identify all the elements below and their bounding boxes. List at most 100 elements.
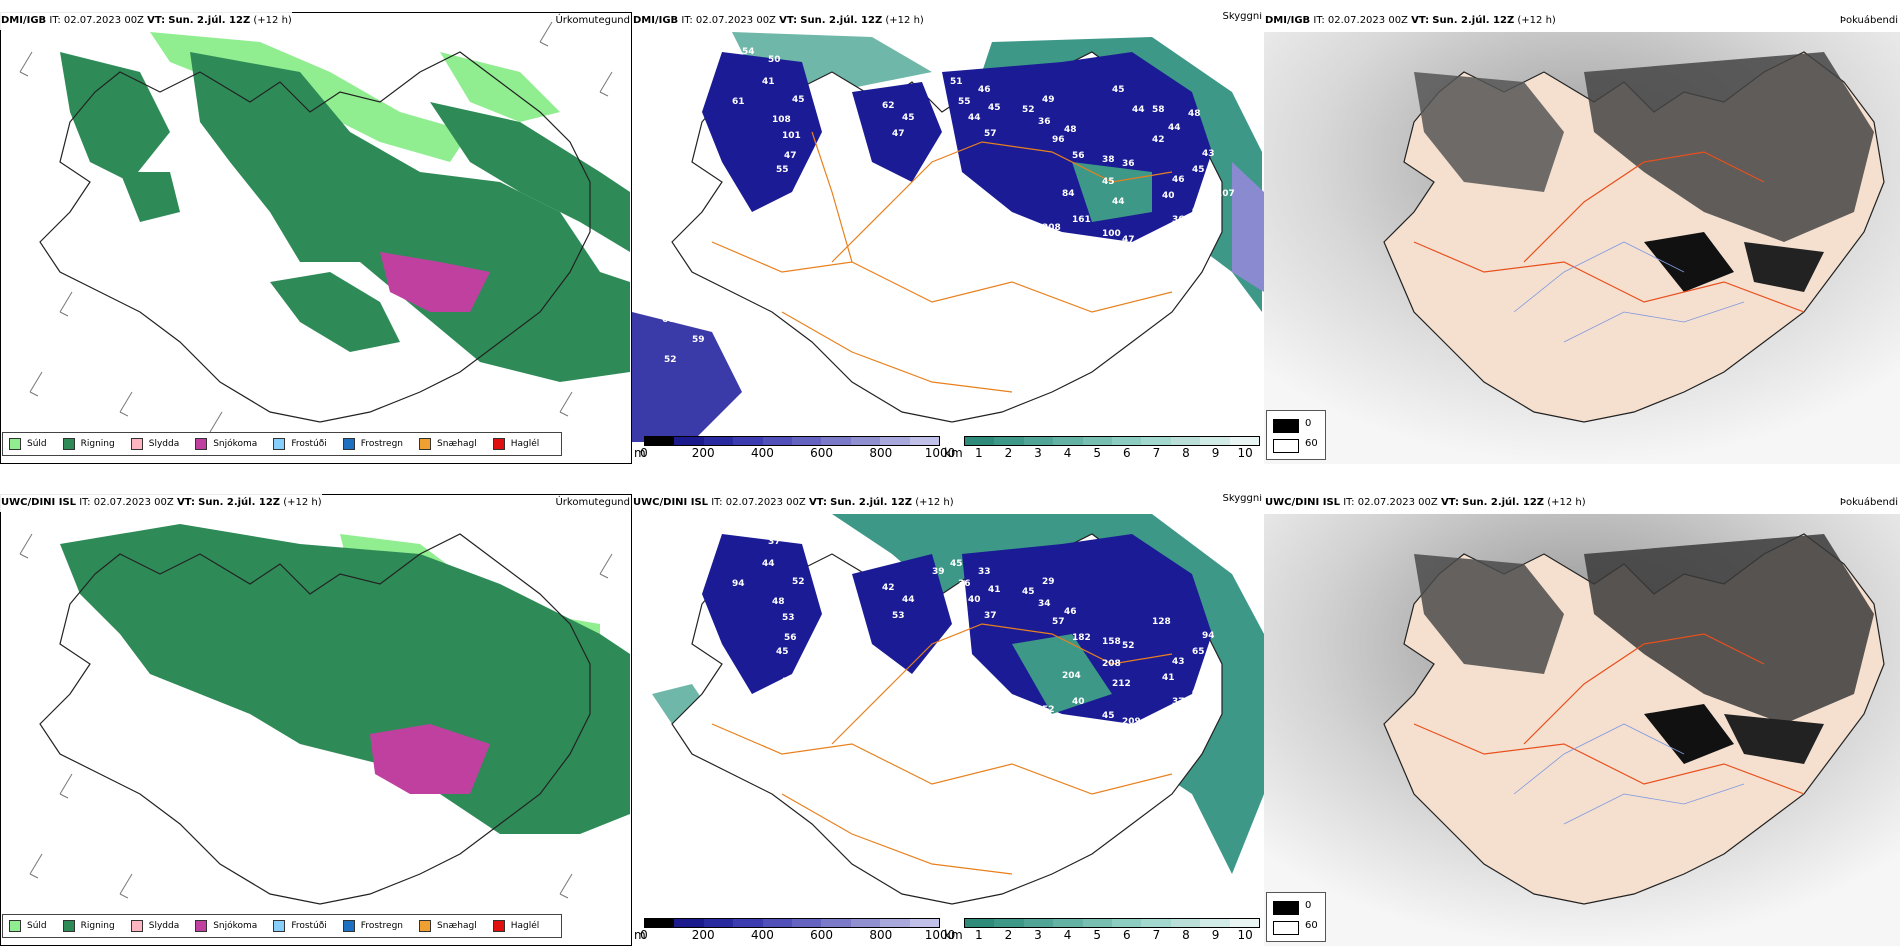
- cloud-base-value: 46: [1064, 607, 1077, 617]
- colorbar-tick: 3: [1034, 928, 1042, 942]
- cloud-base-value: 108: [772, 115, 791, 125]
- valid-time: Sun. 2.júl. 12Z: [800, 15, 883, 26]
- panel-header: UWC/DINI ISL IT: 02.07.2023 00Z VT: Sun.…: [0, 494, 322, 512]
- cloud-base-value: 62: [882, 101, 895, 111]
- init-time: 02.07.2023 00Z: [725, 497, 806, 508]
- colorbar-swatch: [1053, 437, 1083, 445]
- cloud-base-value: 44: [1132, 105, 1145, 115]
- cloud-base-value: 41: [762, 77, 775, 87]
- colorbar-swatch: [1200, 437, 1230, 445]
- legend-swatch: [62, 438, 75, 450]
- fog-legend: 0 60: [1266, 410, 1326, 460]
- legend-swatch: [130, 920, 143, 932]
- cloud-base-value: 208: [1102, 659, 1121, 669]
- fog-indicator-panel-bottom: UWC/DINI ISL IT: 02.07.2023 00Z VT: Sun.…: [1264, 494, 1900, 946]
- cloud-base-value: 46: [978, 85, 991, 95]
- cloud-base-value: 41: [782, 195, 795, 205]
- cloudbase-unit: m: [634, 446, 646, 460]
- cloud-base-value: 36: [958, 579, 971, 589]
- colorbar-tick: 2: [1004, 928, 1013, 942]
- colorbar-swatch: [994, 437, 1024, 445]
- colorbar-swatch: [733, 919, 763, 927]
- cloud-base-value: 46: [1172, 175, 1185, 185]
- visibility-colorbar: 1 2 3 4 5 6 7 8 9 10: [964, 918, 1260, 942]
- cloud-base-value: 45: [776, 647, 789, 657]
- colorbar-swatch: [1082, 919, 1113, 927]
- colorbar-swatch: [1141, 437, 1171, 445]
- cloud-base-value: 49: [1192, 687, 1205, 697]
- colorbar-swatch: [821, 437, 851, 445]
- colorbar-tick: 800: [869, 928, 893, 942]
- cloud-base-value: 37: [1172, 697, 1185, 707]
- cloud-base-value: 107: [1216, 189, 1235, 199]
- colorbar-tick: 6: [1122, 928, 1131, 942]
- cloud-base-value: 51: [950, 77, 963, 87]
- colorbar-tick: 400: [750, 446, 774, 460]
- legend-swatch: [419, 920, 432, 932]
- cloud-base-value: 212: [1112, 679, 1131, 689]
- cloud-base-value: 84: [1062, 189, 1075, 199]
- cloud-base-value: 52: [664, 355, 677, 365]
- colorbar-swatch: [1229, 437, 1260, 445]
- colorbar-tick: 8: [1182, 446, 1190, 460]
- model-name: DMI/IGB: [1, 15, 47, 26]
- cloudbase-colorbar: 0 200 400 600 800 1000: [640, 918, 955, 942]
- cloud-base-value: 94: [1202, 631, 1215, 641]
- fog-swatch-light: [1273, 439, 1299, 453]
- colorbar-swatch: [1170, 919, 1201, 927]
- legend-item: Slydda: [130, 438, 179, 450]
- valid-time: Sun. 2.júl. 12Z: [168, 15, 251, 26]
- cloud-base-value: 49: [742, 529, 755, 539]
- cloud-base-value: 39: [782, 677, 795, 687]
- colorbar-tick: 200: [691, 928, 715, 942]
- lead-time: (+12 h): [915, 497, 954, 508]
- cloud-base-value: 42: [882, 583, 895, 593]
- cloud-base-value: 53: [782, 613, 795, 623]
- cloud-visibility-panel-bottom: 49 37 44 52 94 48 53 56 45 39 42 44 53 39 45 36 40 33 37 41…: [632, 494, 1264, 946]
- colorbar-swatch: [880, 437, 910, 445]
- cloud-base-value: 52: [1122, 641, 1135, 651]
- cloud-base-value: 40: [1072, 697, 1085, 707]
- colorbar-swatch: [1023, 919, 1054, 927]
- legend-item: Haglél: [492, 438, 539, 450]
- colorbar-swatch: [1082, 437, 1113, 445]
- colorbar-swatch: [1112, 919, 1142, 927]
- cloud-base-value: 36: [1122, 159, 1135, 169]
- init-time: 02.07.2023 00Z: [93, 497, 174, 508]
- model-name: UWC/DINI ISL: [1, 497, 77, 508]
- colorbar-swatch: [1200, 919, 1230, 927]
- cloudbase-colorbar: 0 200 400 600 800 1000: [640, 436, 955, 460]
- colorbar-tick: 0: [640, 446, 648, 460]
- legend-swatch: [342, 920, 355, 932]
- cloud-base-labels: 54 50 41 45 61 108 101 47 55 41 62 45 47 58 51 55 44 46 57…: [662, 47, 1235, 365]
- cloud-base-value: 45: [1102, 177, 1115, 187]
- panel-title: Skyggni: [1222, 494, 1262, 504]
- panel-title: Skyggni: [1222, 12, 1262, 22]
- cloud-base-value: 48: [772, 597, 785, 607]
- cloud-base-value: 53: [892, 611, 905, 621]
- cloud-base-value: 158: [1102, 637, 1121, 647]
- fog-legend: 0 60: [1266, 892, 1326, 942]
- panel-title: Þokuábendi: [1839, 15, 1898, 26]
- legend-item: Haglél: [492, 920, 539, 932]
- panel-title: Úrkomutegund: [555, 497, 630, 508]
- legend-swatch: [9, 438, 21, 450]
- colorbar-swatch: [1112, 437, 1142, 445]
- legend-item: Snæhagl: [419, 438, 477, 450]
- panel-header: UWC/DINI ISL IT: 02.07.2023 00Z VT: Sun.…: [1264, 494, 1586, 512]
- precip-map: [0, 12, 632, 464]
- cloud-base-value: 48: [1188, 109, 1201, 119]
- cloud-base-value: 47: [784, 151, 797, 161]
- visibility-unit: km: [944, 446, 963, 460]
- cloud-base-value: 42: [1152, 135, 1165, 145]
- init-time: 02.07.2023 00Z: [695, 15, 776, 26]
- legend-swatch: [273, 438, 286, 450]
- cloud-base-value: 45: [1112, 85, 1125, 95]
- valid-time: Sun. 2.júl. 12Z: [1462, 497, 1545, 508]
- legend-item: Frostregn: [342, 438, 403, 450]
- cloud-base-value: 96: [1204, 205, 1217, 215]
- colorbar-tick: 200: [691, 446, 715, 460]
- cloud-base-value: 44: [902, 595, 915, 605]
- cloud-base-value: 45: [1022, 587, 1035, 597]
- legend-item: Rigning: [62, 920, 115, 932]
